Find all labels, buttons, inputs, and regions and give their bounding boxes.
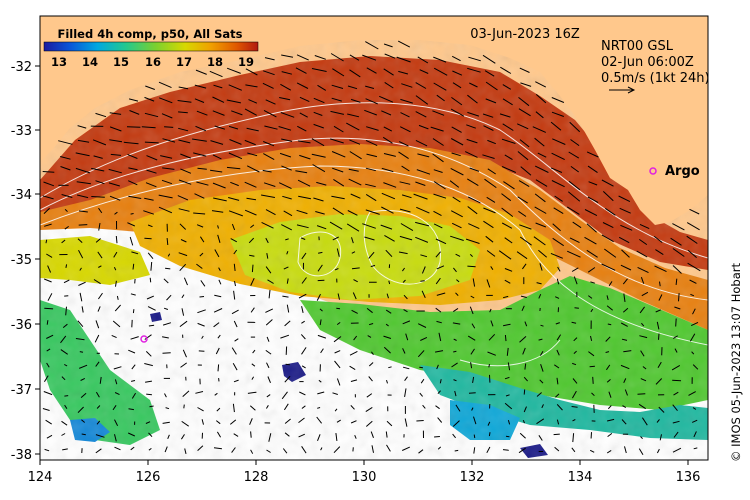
current-arrow [251,431,252,437]
x-tick-label: 128 [244,470,269,485]
current-arrow [672,380,681,381]
current-info-line2: 02-Jun 06:00Z [601,55,694,70]
current-arrow [133,309,134,313]
date-label: 03-Jun-2023 16Z [470,27,580,42]
current-arrow [575,308,579,309]
colorbar-tick: 19 [238,55,254,69]
current-arrow [184,405,185,409]
current-arrow [469,393,476,394]
current-arrow [164,127,173,128]
colorbar-tick: 13 [51,55,67,69]
current-arrow [79,225,88,226]
current-arrow [434,437,440,438]
current-arrow [165,268,170,269]
x-tick-label: 134 [568,470,593,485]
current-arrow [524,389,525,394]
current-arrow [286,364,290,365]
x-tick-label: 136 [676,470,701,485]
current-arrow [638,394,646,395]
colorbar-tick: 18 [207,55,223,69]
x-axis: 124 126 128 130 132 134 136 [28,460,701,485]
colorbar-tick: 16 [145,55,161,69]
current-arrow [146,394,152,395]
current-arrow [489,432,490,436]
current-arrow [252,265,253,272]
y-tick-label: -36 [11,318,32,333]
current-arrow [489,364,490,367]
current-arrow [453,351,456,352]
current-arrow [133,264,134,270]
current-arrow [43,172,55,173]
current-arrow [218,364,219,371]
current-arrow [659,334,660,340]
colorbar-tick: 15 [113,55,129,69]
current-arrow [149,325,154,326]
current-arrow [150,278,151,283]
colorbar-tick: 17 [176,55,192,69]
colorbar-gradient [44,42,258,51]
current-arrow [46,240,47,244]
y-tick-label: -34 [11,188,32,203]
x-tick-label: 126 [136,470,161,485]
credit-text: © IMOS 05-Jun-2023 13:07 Hobart [729,263,743,462]
y-tick-label: -32 [11,60,32,75]
y-tick-label: -37 [11,383,32,398]
current-arrow [660,282,661,287]
current-arrow [455,450,459,451]
current-arrow [506,436,509,437]
colorbar-tick: 14 [82,55,98,69]
current-arrow [167,238,168,245]
argo-label: Argo [665,164,700,179]
colorbar-title: Filled 4h comp, p50, All Sats [58,27,243,41]
current-arrow [416,421,423,422]
current-arrow [419,367,423,368]
current-arrow [66,264,67,268]
current-arrow [64,396,68,397]
current-arrow [80,352,83,353]
current-info-line1: NRT00 GSL [601,39,674,54]
current-arrow [554,434,560,435]
current-arrow [127,127,140,128]
current-arrow [131,214,134,215]
y-axis: -32 -33 -34 -35 -36 -37 -38 [11,60,40,463]
current-arrow [572,407,578,408]
current-arrow [608,324,611,325]
current-arrow [44,308,53,309]
current-arrow [593,377,594,384]
x-tick-label: 130 [352,470,377,485]
current-arrow [467,266,475,267]
current-arrow [676,319,677,327]
current-arrow [679,293,680,301]
x-tick-label: 124 [28,470,53,485]
current-info-line3: 0.5m/s (1kt 24h) [601,71,710,86]
x-tick-label: 132 [460,470,485,485]
current-arrow [144,238,151,239]
current-arrow [505,335,506,341]
current-arrow [200,297,205,298]
current-arrow [116,236,117,243]
current-arrow [503,450,509,451]
current-arrow [47,320,48,325]
current-arrow [676,279,677,285]
y-tick-label: -35 [11,253,32,268]
y-tick-label: -33 [11,124,32,139]
current-arrow [474,435,475,438]
y-tick-label: -38 [11,448,32,463]
